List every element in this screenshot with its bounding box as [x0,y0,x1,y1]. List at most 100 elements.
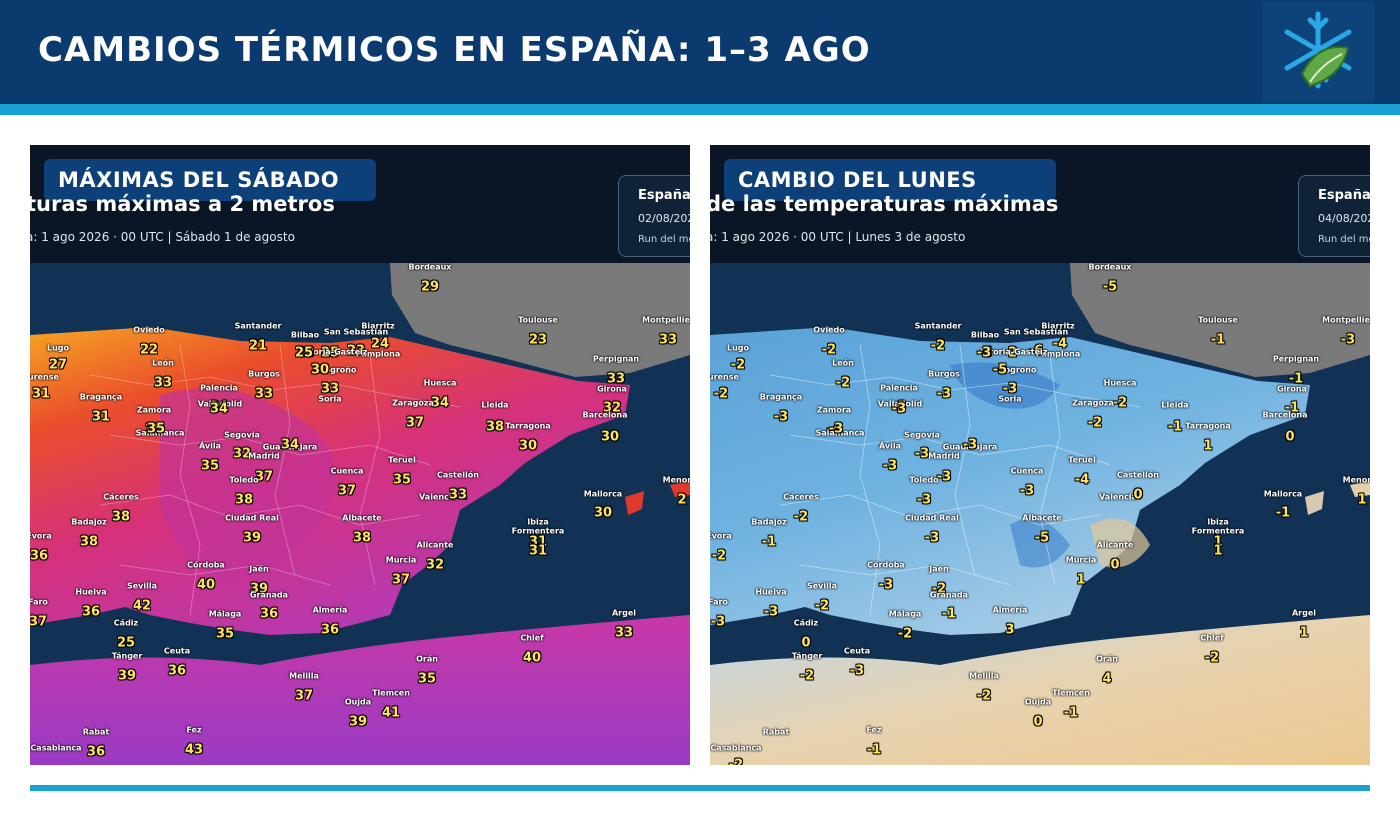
city-name-zaragoza: Zaragoza [392,398,434,408]
city-name-granada: Granada [929,590,969,600]
map-background [30,145,690,765]
city-value-guadalajara: -3 [962,437,978,453]
city-name-jaen: Jaén [249,564,269,574]
city-value-guadalajara: 34 [280,437,300,453]
city-value-palencia: 34 [209,399,229,415]
city-value-santander: 21 [248,338,268,354]
city-name-lugo: Lugo [726,343,750,353]
city-value-menorca: 1 [1357,492,1367,508]
city-value-alicante: 0 [1110,557,1120,573]
map-title: turas máximas a 2 metros [30,192,335,216]
city-name-montpellier: Montpellier [1322,315,1370,325]
city-name-perpignan: Perpignan [592,354,640,364]
city-name-segovia: Segovia [904,430,940,440]
city-name-alicante: Alicante [1096,540,1134,550]
city-value-lleida: -1 [1167,419,1183,435]
city-name-oujda: Oujda [344,697,372,707]
city-value-biarritz: -6 [1028,343,1044,359]
city-name-guadalajara: Guadalajara [262,442,318,452]
info-box-date: 04/08/202 [1318,212,1370,225]
city-name-menorca: Menorca [1342,475,1370,485]
header-bar: CAMBIOS TÉRMICOS EN ESPAÑA: 1–3 AGO [0,0,1400,104]
city-name-santander: Santander [914,321,962,331]
city-value-avila: -3 [882,458,898,474]
city-value-castellon: 0 [1133,487,1143,503]
city-name-oran: Orán [416,654,438,664]
city-value-zaragoza: -2 [1087,415,1103,431]
city-name-casablanca: Casablanca [30,743,82,753]
city-name-santander: Santander [234,321,282,331]
city-value-evora: 36 [30,548,49,564]
city-value-faro: 37 [30,614,48,630]
map-title: de las temperaturas máximas [710,192,1059,216]
city-name-palencia: Palencia [880,383,918,393]
city-value-oujda: 0 [1033,714,1043,730]
city-name-avila: Ávila [198,441,222,451]
city-name-toulouse: Toulouse [1198,315,1238,325]
city-value-barcelona: 0 [1285,429,1295,445]
city-name-badajoz: Badajoz [71,517,107,527]
city-value-montpellier: 33 [658,332,678,348]
city-value-menorca: 2 [677,492,687,508]
city-value-vitoria-gasteiz: 28 [295,345,315,361]
city-value-valladolid: 34 [209,401,229,417]
city-name-soria: Soria [998,394,1022,404]
city-value-huelva: -3 [763,604,779,620]
city-name-ceuta: Ceuta [843,646,871,656]
footer-accent-line [30,785,1370,791]
city-value-rabat: 36 [86,744,106,760]
map-subtitle: a: 1 ago 2026 · 00 UTC | Lunes 3 de agos… [710,230,966,244]
city-name-castellon: Castellón [437,470,479,480]
city-name-chlef: Chlef [1200,633,1224,643]
city-value-madrid: -3 [936,469,952,485]
city-name-casablanca: Casablanca [710,743,762,753]
map-subtitle: a: 1 ago 2026 · 00 UTC | Sábado 1 de ago… [30,230,295,244]
city-value-tarragona: 1 [1203,438,1213,454]
city-name-segovia: Segovia [224,430,260,440]
info-box-run: Run del mo [1318,234,1370,245]
city-value-ibiza: 1 [1213,534,1223,550]
city-value-pamplona: 24 [370,336,390,352]
city-value-segovia: 32 [232,446,252,462]
city-name-zaragoza: Zaragoza [1072,398,1114,408]
city-value-oran: 35 [417,671,437,687]
city-name-biarritz: Biarritz [1041,321,1075,331]
info-box-run: Run del mo [638,234,690,245]
city-name-caceres: Cáceres [103,492,139,502]
city-name-barcelona: Barcelona [1262,410,1308,420]
city-name-bilbao: Bilbao [290,330,320,340]
city-name-mallorca: Mallorca [583,489,623,499]
info-box-title: España [638,188,690,203]
city-value-casablanca: -2 [728,757,744,766]
city-value-leon: -2 [835,375,851,391]
city-name-lugo: Lugo [46,343,70,353]
city-value-evora: -2 [711,548,727,564]
city-name-perpignan: Perpignan [1272,354,1320,364]
city-value-lugo: -2 [730,357,746,373]
city-value-cordoba: 40 [196,577,216,593]
city-name-alicante: Alicante [416,540,454,550]
city-name-fez: Fez [866,725,882,735]
city-value-toulouse: -1 [1210,332,1226,348]
city-value-teruel: -4 [1074,472,1090,488]
city-name-rabat: Rabat [762,727,790,737]
city-value-faro: -3 [710,614,726,630]
city-name-cadiz: Cádiz [113,618,139,628]
city-value-ourense: -2 [713,386,729,402]
city-name-leon: León [152,358,174,368]
city-name-toledo: Toledo [909,475,939,485]
city-value-almeria: 3 [1005,622,1015,638]
city-value-vitoria-gasteiz: -5 [977,345,993,361]
city-name-soria: Soria [318,394,342,404]
city-value-chlef: -2 [1204,650,1220,666]
city-value-cuenca: -3 [1019,483,1035,499]
city-name-guadalajara: Guadalajara [942,442,998,452]
panel-label-pill: CAMBIO DEL LUNES [724,159,1056,201]
info-box-date: 02/08/202 [638,212,690,225]
city-value-leon: 33 [153,375,173,391]
city-value-bilbao: 25 [294,345,314,361]
city-name-argel: Argel [611,608,637,618]
city-value-valencia: 33 [448,487,468,503]
city-value-perpignan: 33 [606,371,626,387]
city-value-logrono: 30 [310,362,330,378]
